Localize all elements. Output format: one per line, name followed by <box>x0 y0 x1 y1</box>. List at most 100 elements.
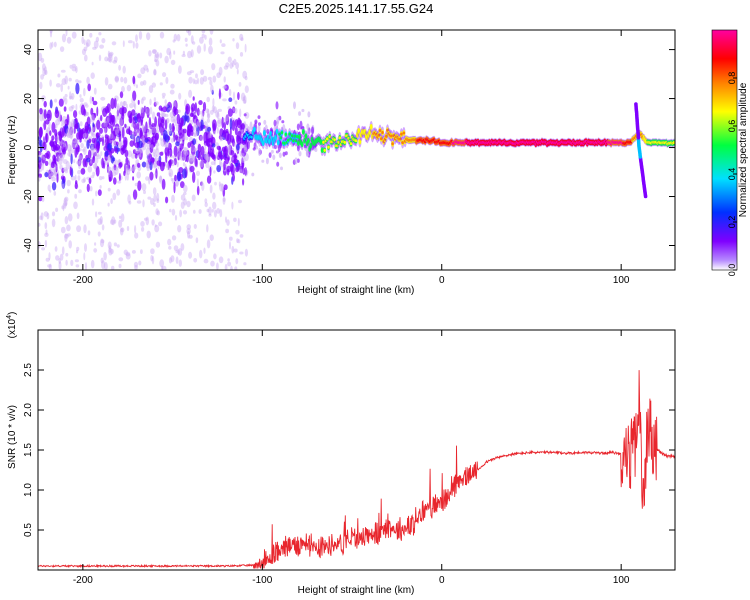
spectral-blob <box>169 111 175 118</box>
spectral-blob <box>70 92 75 100</box>
ridge-core <box>378 129 382 132</box>
spectral-blob <box>192 154 196 160</box>
spectral-blob <box>48 173 52 178</box>
spectral-blob <box>100 239 105 244</box>
spectral-blob <box>84 243 87 252</box>
spectral-blob <box>188 76 193 84</box>
spectral-blob <box>258 147 261 157</box>
spectral-blob <box>169 208 172 213</box>
spectral-blob <box>74 147 78 158</box>
spectral-blob <box>172 39 176 43</box>
spectral-blob <box>69 125 73 132</box>
spectral-blob <box>71 63 76 68</box>
spectral-blob <box>284 151 288 156</box>
spectral-blob <box>213 209 217 218</box>
spectral-blob <box>73 110 78 119</box>
spectral-blob <box>136 200 142 204</box>
spectral-blob <box>131 109 136 116</box>
spectral-blob <box>203 258 209 264</box>
spectral-blob <box>152 111 156 120</box>
spectral-blob <box>125 167 129 175</box>
spectral-blob <box>202 109 205 117</box>
spectral-blob <box>54 246 58 252</box>
spectral-blob <box>173 245 179 252</box>
spectral-blob <box>57 154 62 162</box>
spectral-blob <box>97 218 103 226</box>
spectral-blob <box>242 178 245 186</box>
colorbar-tick-label: 0.2 <box>727 216 737 229</box>
spectral-blob <box>121 85 125 93</box>
spectral-blob <box>121 126 125 139</box>
spectral-blob <box>146 162 150 169</box>
spectral-blob <box>135 129 140 137</box>
spectral-blob <box>51 181 57 191</box>
spectral-blob <box>273 144 277 150</box>
spectral-blob <box>180 194 186 201</box>
spectral-blob <box>61 172 64 177</box>
spectral-blob <box>83 102 88 106</box>
spectral-blob <box>46 109 52 122</box>
spectral-blob <box>238 199 242 204</box>
spectral-blob <box>55 83 61 88</box>
spectral-blob <box>66 128 69 137</box>
spectral-blob <box>186 149 190 157</box>
spectral-blob <box>142 141 147 151</box>
spectral-blob <box>209 30 214 35</box>
spectral-blob <box>201 30 206 34</box>
spectral-blob <box>95 190 98 197</box>
spectral-blob <box>134 152 138 159</box>
spectral-blob <box>209 234 214 241</box>
spectral-blob <box>197 143 202 154</box>
ridge-core <box>290 134 294 138</box>
ridge-core <box>333 138 337 142</box>
spectral-blob <box>77 158 82 167</box>
spectral-blob <box>204 198 208 204</box>
spectral-blob <box>208 206 212 216</box>
spectral-blob <box>133 129 138 137</box>
spectral-blob <box>66 224 71 232</box>
spectral-blob <box>164 134 170 143</box>
spectral-blob <box>176 171 182 182</box>
spectral-blob <box>150 198 155 205</box>
spectral-blob <box>86 76 90 85</box>
spectral-blob <box>154 101 159 106</box>
spectral-blob <box>237 217 240 227</box>
spectral-blob <box>301 108 305 113</box>
spectral-blob <box>266 129 270 134</box>
spectral-blob <box>82 133 87 138</box>
spectral-blob <box>114 159 119 166</box>
spectral-blob <box>257 115 261 119</box>
spectral-blob <box>154 172 157 176</box>
spectral-blob <box>91 61 94 66</box>
spectral-blob <box>151 49 157 54</box>
spectral-blob <box>134 232 139 239</box>
spectral-blob <box>299 120 303 130</box>
spectral-blob <box>170 83 175 89</box>
spectral-blob <box>159 151 164 156</box>
spectral-blob <box>75 65 78 74</box>
spectral-blob <box>234 126 238 136</box>
spectral-blob <box>106 162 110 174</box>
spectral-blob <box>113 56 118 63</box>
spectral-blob <box>141 183 147 192</box>
spectral-blob <box>218 88 221 100</box>
spectral-blob <box>217 108 222 112</box>
spectral-blob <box>55 119 61 126</box>
y-tick-label: 0 <box>23 144 34 150</box>
spectral-blob <box>116 244 120 248</box>
spectral-blob <box>210 161 215 166</box>
spectral-blob <box>222 187 226 197</box>
spectrogram-y-axis-label: Frequency (Hz) <box>7 116 18 185</box>
spectral-blob <box>159 259 165 268</box>
spectral-blob <box>228 88 232 97</box>
spectral-blob <box>92 46 97 50</box>
spectral-blob <box>193 224 197 229</box>
spectral-blob <box>231 60 235 68</box>
spectral-blob <box>142 199 145 208</box>
spectral-blob <box>235 258 239 265</box>
spectral-blob <box>120 145 125 152</box>
spectral-blob <box>211 209 214 213</box>
snr-x-axis-label: Height of straight line (km) <box>298 585 415 596</box>
spectral-blob <box>251 172 255 177</box>
spectral-blob <box>222 98 227 102</box>
